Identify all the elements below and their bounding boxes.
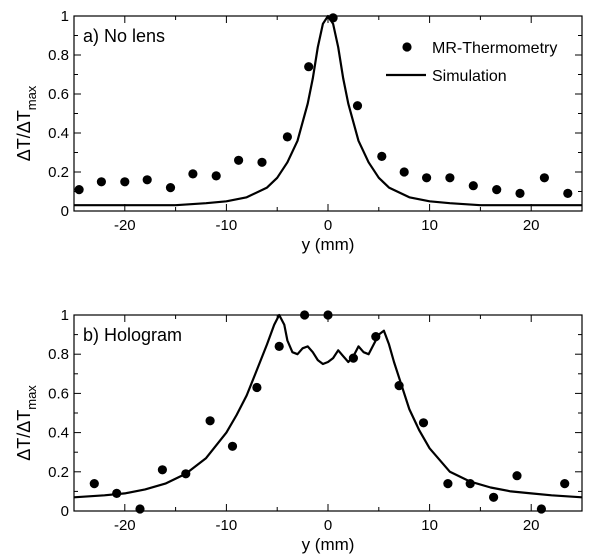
x-tick-label: 20 [523, 517, 540, 534]
data-point [418, 418, 429, 428]
y-axis-label: ΔT/ΔTmax [14, 385, 39, 461]
legend-label-mr-thermometry: MR-Thermometry [432, 40, 557, 57]
data-point [560, 479, 570, 489]
data-point [211, 171, 221, 181]
data-point [120, 177, 130, 187]
panel-a: -20 -10 0 10 20 0 0.2 0.4 0.6 0.8 1 y (mm) ΔT/ΔTmax a… [14, 8, 583, 254]
x-tick-label: -20 [114, 517, 136, 534]
y-tick-label: 0.2 [48, 164, 69, 181]
data-point [323, 310, 333, 320]
x-tick-label: -20 [114, 217, 136, 234]
y-axis-label-main: ΔT/ΔT [14, 110, 34, 161]
y-tick-label: 0.2 [48, 464, 69, 481]
data-point [492, 185, 502, 195]
legend-marker-mr-thermometry [402, 42, 412, 52]
data-point [227, 441, 238, 451]
x-tick-label: -10 [216, 217, 238, 234]
data-point [304, 62, 314, 72]
panel-label: a) No lens [83, 26, 165, 46]
y-tick-label: 0.4 [48, 125, 69, 142]
data-point [157, 465, 167, 475]
simulation-line [73, 313, 583, 499]
data-point [142, 175, 152, 185]
y-axis-label-main: ΔT/ΔT [14, 410, 34, 461]
data-point [74, 185, 84, 195]
panel-label: b) Hologram [83, 325, 182, 345]
data-point [445, 173, 455, 183]
x-tick-label: 20 [523, 217, 540, 234]
panel-b: -20 -10 0 10 20 0 0.2 0.4 0.6 0.8 1 y (mm) ΔT/ΔTmax b… [14, 307, 583, 554]
data-point [300, 310, 310, 320]
data-point [512, 471, 522, 481]
data-point [377, 151, 387, 161]
y-axis-label-subscript: max [24, 85, 39, 110]
data-point [234, 155, 244, 165]
y-tick-label: 0 [61, 503, 69, 520]
y-tick-label: 0 [61, 203, 69, 220]
data-point [399, 167, 409, 177]
x-tick-label: 0 [324, 217, 332, 234]
data-point [96, 177, 106, 187]
x-tick-label: 10 [421, 217, 438, 234]
x-axis-label: y (mm) [302, 535, 355, 554]
data-point [274, 341, 284, 351]
y-tick-label: 0.4 [48, 425, 69, 442]
data-point [539, 173, 550, 183]
data-point [443, 479, 453, 489]
data-point [515, 188, 525, 198]
data-point [257, 157, 267, 167]
x-tick-label: 0 [324, 517, 332, 534]
y-axis-label: ΔT/ΔTmax [14, 85, 39, 161]
x-tick-label: 10 [421, 517, 438, 534]
data-point [252, 382, 262, 393]
y-axis-label-subscript: max [24, 385, 39, 410]
data-point [536, 504, 547, 514]
y-tick-label: 1 [61, 307, 69, 324]
y-tick-label: 0.6 [48, 86, 69, 103]
x-tick-label: -10 [216, 517, 238, 534]
data-point [352, 101, 363, 111]
data-point [188, 169, 198, 179]
data-point [282, 132, 292, 142]
legend: MR-Thermometry Simulation [386, 40, 557, 85]
legend-label-simulation: Simulation [432, 68, 507, 85]
data-point [165, 183, 176, 193]
y-tick-label: 0.6 [48, 385, 69, 402]
y-tick-label: 0.8 [48, 47, 69, 64]
data-point [89, 479, 99, 489]
data-point [422, 173, 432, 183]
data-point [135, 504, 145, 514]
y-tick-label: 0.8 [48, 346, 69, 363]
x-axis-label: y (mm) [302, 235, 355, 254]
data-point [489, 492, 499, 502]
data-point [205, 416, 215, 426]
data-point [468, 181, 478, 191]
simulation-line [74, 14, 582, 207]
data-point [563, 188, 573, 198]
y-tick-label: 1 [61, 8, 69, 25]
